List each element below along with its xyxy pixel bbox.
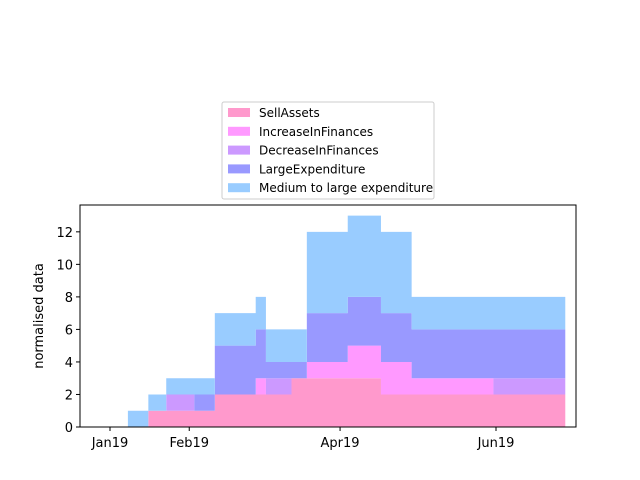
x-tick-label: Jun19 bbox=[477, 436, 515, 451]
y-axis: 0 2 4 6 8 10 12 bbox=[56, 226, 80, 436]
y-tick-label: 12 bbox=[56, 226, 73, 241]
legend-swatch bbox=[228, 126, 250, 136]
series-area-medium-to-large-expenditure bbox=[127, 215, 566, 427]
series-areas bbox=[127, 215, 566, 427]
y-tick-label: 2 bbox=[65, 388, 73, 403]
legend-label: DecreaseInFinances bbox=[259, 144, 379, 158]
legend-box bbox=[221, 101, 435, 200]
legend-swatch bbox=[228, 108, 250, 117]
y-tick-label: 6 bbox=[65, 323, 73, 338]
legend-label: Medium to large expenditure bbox=[259, 181, 433, 195]
series-area-increaseinfinances bbox=[127, 345, 566, 427]
legend-label: LargeExpenditure bbox=[259, 162, 365, 176]
legend-label: SellAssets bbox=[259, 106, 320, 120]
legend-swatch bbox=[228, 145, 250, 155]
x-tick-label: Apr19 bbox=[321, 436, 360, 451]
legend-swatch bbox=[228, 183, 250, 193]
x-axis: Jan19 Feb19 Apr19 Jun19 bbox=[91, 427, 515, 451]
series-area-sellassets bbox=[127, 378, 566, 427]
x-tick-label: Feb19 bbox=[169, 436, 209, 451]
y-tick-label: 0 bbox=[65, 421, 73, 436]
legend-label: IncreaseInFinances bbox=[259, 125, 373, 139]
y-tick-label: 10 bbox=[56, 258, 73, 273]
y-tick-label: 8 bbox=[65, 291, 73, 306]
legend: SellAssets IncreaseInFinances DecreaseInFi… bbox=[221, 101, 435, 200]
y-axis-title: normalised data bbox=[32, 263, 47, 369]
legend-swatch bbox=[228, 164, 250, 174]
y-tick-label: 4 bbox=[65, 356, 73, 371]
plot-frame bbox=[79, 204, 577, 428]
x-tick-label: Jan19 bbox=[91, 436, 129, 451]
